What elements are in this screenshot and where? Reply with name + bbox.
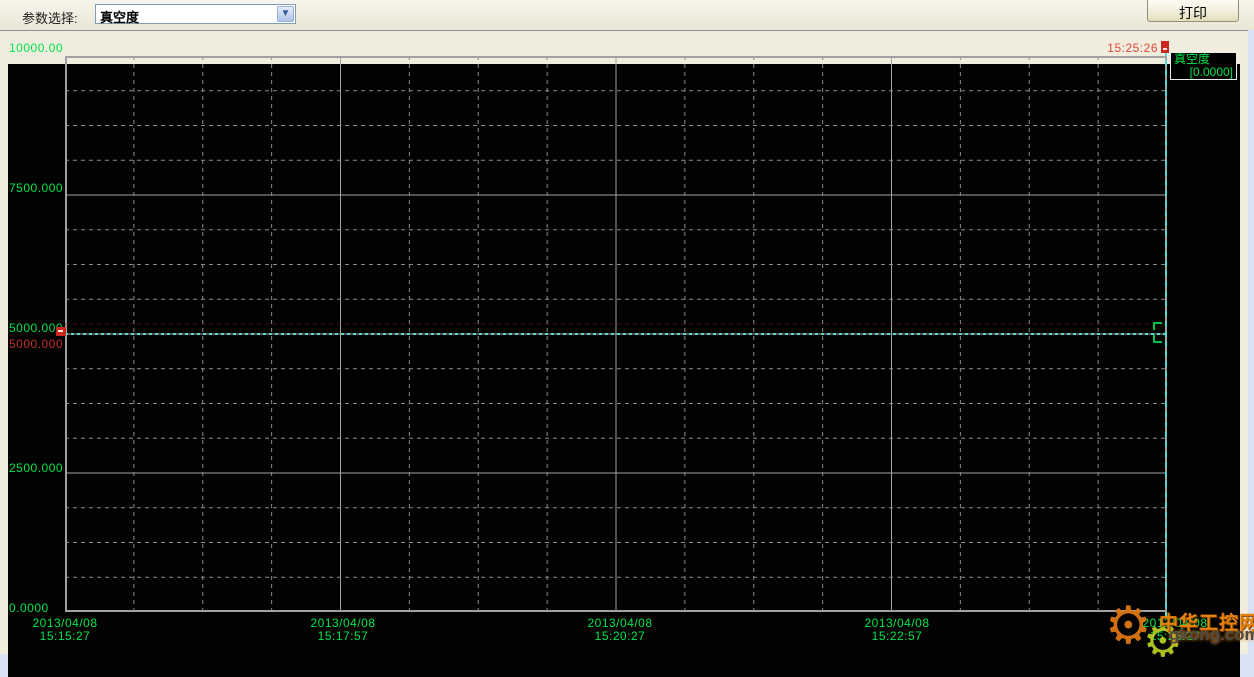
y-axis-label-7500: 7500.000: [9, 181, 64, 195]
chart-background: [8, 64, 1240, 677]
chevron-down-icon[interactable]: ▼: [277, 6, 294, 22]
toolbar: 参数选择: 真空度 ▼ 打印: [0, 0, 1254, 30]
y-axis-label-5000: 5000.000: [9, 321, 64, 335]
x-tick-date: 2013/04/08: [310, 616, 376, 630]
x-tick-date: 2013/04/08: [864, 616, 930, 630]
x-tick-1: 2013/04/08 15:15:27: [3, 617, 127, 643]
cursor-flag-icon: [1161, 41, 1169, 53]
x-tick-time: 15:22:57: [871, 629, 923, 643]
parameter-select-label: 参数选择:: [22, 11, 78, 26]
x-tick-time: 15:17:57: [317, 629, 369, 643]
y-axis-label-2500: 2500.000: [9, 461, 64, 475]
trend-tooltip: 真空度 [0.0000]: [1170, 52, 1237, 80]
cursor-time-label: 15:25:26: [1107, 41, 1158, 55]
y-axis-label-10000: 10000.00: [9, 41, 64, 55]
x-tick-2: 2013/04/08 15:17:57: [281, 617, 405, 643]
x-tick-date: 2013/04/08: [32, 616, 98, 630]
y-axis-label-0: 0.0000: [9, 601, 49, 615]
trend-plot-area[interactable]: [65, 56, 1167, 612]
x-tick-time: 15:15:27: [39, 629, 91, 643]
x-tick-date: 2013/04/08: [587, 616, 653, 630]
parameter-select[interactable]: 真空度 ▼: [95, 4, 296, 25]
value-flag-icon: [56, 327, 66, 336]
chart-frame: [0, 30, 1248, 677]
cursor-bracket-top-icon: [1153, 322, 1162, 330]
tooltip-series-name: 真空度: [1174, 52, 1211, 66]
grid: [65, 56, 1167, 612]
x-tick-4: 2013/04/08 15:22:57: [835, 617, 959, 643]
x-tick-date: 2013/04/08: [1142, 616, 1208, 630]
x-tick-3: 2013/04/08 15:20:27: [558, 617, 682, 643]
cursor-bracket-bottom-icon: [1153, 335, 1162, 343]
x-tick-5: 2013/04/08 15:25:27: [1113, 617, 1237, 643]
print-button[interactable]: 打印: [1147, 0, 1239, 22]
x-tick-time: 15:20:27: [594, 629, 646, 643]
y-axis-cursor-value: 5000.000: [9, 337, 64, 351]
tooltip-series-value: [0.0000]: [1189, 65, 1233, 79]
parameter-select-value: 真空度: [100, 10, 140, 25]
vertical-cursor-line[interactable]: [1165, 50, 1167, 618]
x-tick-time: 15:25:27: [1149, 629, 1201, 643]
